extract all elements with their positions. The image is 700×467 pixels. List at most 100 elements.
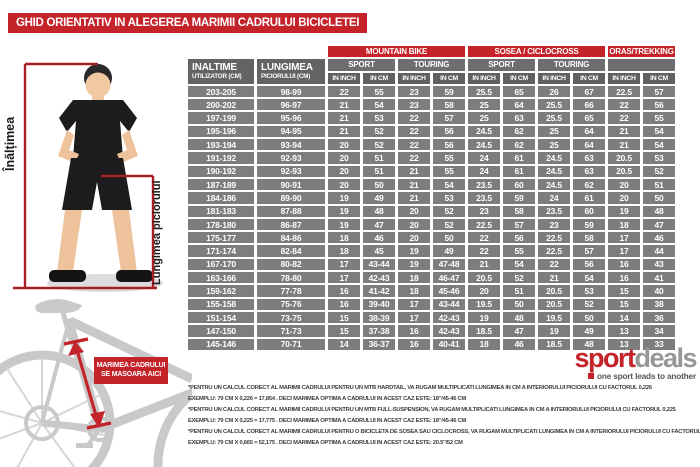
table-cell: 25 <box>538 139 570 151</box>
table-cell: 17 <box>608 245 640 257</box>
table-cell: 52 <box>643 165 675 177</box>
table-cell: 64 <box>573 139 605 151</box>
table-cell: 22 <box>328 85 360 98</box>
table-cell: 42-43 <box>363 272 395 284</box>
unit-header-cm: IN CM <box>573 72 605 84</box>
table-cell: 24.5 <box>468 125 500 138</box>
table-cell: 13 <box>608 325 640 337</box>
height-measure-label: Înălțimea <box>3 116 17 172</box>
table-cell: 18 <box>398 272 430 284</box>
table-cell: 15 <box>328 311 360 324</box>
table-cell: 67 <box>573 85 605 98</box>
table-cell: 95-96 <box>257 112 325 124</box>
table-cell: 22.5 <box>468 218 500 231</box>
table-cell: 50 <box>433 232 465 244</box>
table-cell: 178-180 <box>188 218 254 231</box>
table-cell: 59 <box>433 85 465 98</box>
table-cell: 49 <box>363 192 395 204</box>
table-cell: 57 <box>503 218 535 231</box>
table-cell: 23 <box>538 218 570 231</box>
table-cell: 22.5 <box>608 85 640 98</box>
table-cell: 52 <box>433 218 465 231</box>
table-cell: 18 <box>608 218 640 231</box>
table-cell: 54 <box>643 139 675 151</box>
table-cell: 22 <box>398 152 430 164</box>
table-cell: 17 <box>398 311 430 324</box>
subheader-sosea-sport: SPORT <box>468 59 535 71</box>
table-cell: 84-86 <box>257 232 325 244</box>
table-cell: 18 <box>398 285 430 297</box>
table-cell: 23.5 <box>538 205 570 217</box>
page-title: GHID ORIENTATIV IN ALEGEREA MARIMII CADR… <box>8 13 368 33</box>
table-cell: 184-186 <box>188 192 254 204</box>
table-cell: 57 <box>643 85 675 98</box>
table-cell: 62 <box>503 125 535 138</box>
footnote-line: EXEMPLU: 79 CM X 0,665 = 52,175 . DECI M… <box>188 440 463 446</box>
table-cell: 48 <box>573 338 605 350</box>
table-cell: 175-177 <box>188 232 254 244</box>
frame-note-line1: MARIMEA CADRULUI <box>96 361 166 369</box>
table-cell: 54 <box>363 99 395 111</box>
column-header-height: INALTIME UTILIZATOR (CM) <box>188 59 254 84</box>
table-cell: 56 <box>433 125 465 138</box>
table-cell: 167-170 <box>188 258 254 271</box>
table-cell: 65 <box>503 85 535 98</box>
table-cell: 45-46 <box>433 285 465 297</box>
leg-header-sub: PICIORULUI (CM) <box>261 72 311 80</box>
frame-note-line2: SE MASOARA AICI <box>101 370 161 378</box>
logo-word-sport: sport <box>574 343 636 373</box>
table-cell: 20 <box>328 165 360 177</box>
table-cell: 63 <box>503 112 535 124</box>
table-cell: 52 <box>363 139 395 151</box>
table-cell: 23.5 <box>468 192 500 204</box>
logo-tagline: one sport leads to another <box>538 371 696 381</box>
table-cell: 59 <box>503 192 535 204</box>
table-cell: 20.5 <box>538 298 570 310</box>
group-header-oras-trekking: ORAS/TREKKING <box>608 46 675 58</box>
unit-header-inch: IN INCH <box>538 72 570 84</box>
table-cell: 53 <box>433 192 465 204</box>
table-cell: 18 <box>468 338 500 350</box>
table-cell: 38 <box>643 298 675 310</box>
unit-header-inch: IN INCH <box>328 72 360 84</box>
table-cell: 20 <box>398 205 430 217</box>
table-cell: 86-87 <box>257 218 325 231</box>
height-header-sub: UTILIZATOR (CM) <box>192 72 242 80</box>
unit-header-cm: IN CM <box>433 72 465 84</box>
frame-size-note: MARIMEA CADRULUI SE MASOARA AICI <box>94 357 168 384</box>
table-cell: 21 <box>328 112 360 124</box>
table-cell: 20.5 <box>538 285 570 297</box>
unit-header-inch: IN INCH <box>398 72 430 84</box>
table-cell: 52 <box>433 205 465 217</box>
table-cell: 51 <box>363 152 395 164</box>
person-silhouette-illustration <box>13 62 163 292</box>
table-cell: 155-158 <box>188 298 254 310</box>
table-cell: 200-202 <box>188 99 254 111</box>
table-cell: 48 <box>643 205 675 217</box>
table-cell: 16 <box>398 325 430 337</box>
table-cell: 20 <box>328 139 360 151</box>
table-cell: 46 <box>643 232 675 244</box>
table-cell: 20 <box>608 178 640 191</box>
table-cell: 42-43 <box>433 325 465 337</box>
table-cell: 34 <box>643 325 675 337</box>
table-cell: 51 <box>363 165 395 177</box>
height-header-title: INALTIME <box>192 62 237 74</box>
table-cell: 49 <box>573 325 605 337</box>
table-cell: 94-95 <box>257 125 325 138</box>
table-cell: 61 <box>573 192 605 204</box>
subheader-sosea-touring: TOURING <box>538 59 605 71</box>
table-cell: 16 <box>328 298 360 310</box>
table-cell: 14 <box>608 311 640 324</box>
table-cell: 75-76 <box>257 298 325 310</box>
footnote-line: *PENTRU UN CALCUL CORECT AL MARIMII CADR… <box>188 407 676 413</box>
table-cell: 47 <box>363 218 395 231</box>
sportdeals-logo: sportdeals one sport leads to another <box>538 343 697 382</box>
footnote-line: EXEMPLU: 79 CM X 0,225 = 17,775 . DECI M… <box>188 418 467 424</box>
person-measurement-figure: Înălțimea Lungimea piciorului <box>3 58 181 296</box>
table-cell: 23 <box>398 99 430 111</box>
column-header-leg-length: LUNGIMEA PICIORULUI (CM) <box>257 59 325 84</box>
table-cell: 17 <box>608 232 640 244</box>
table-cell: 20 <box>328 178 360 191</box>
table-cell: 18 <box>328 245 360 257</box>
